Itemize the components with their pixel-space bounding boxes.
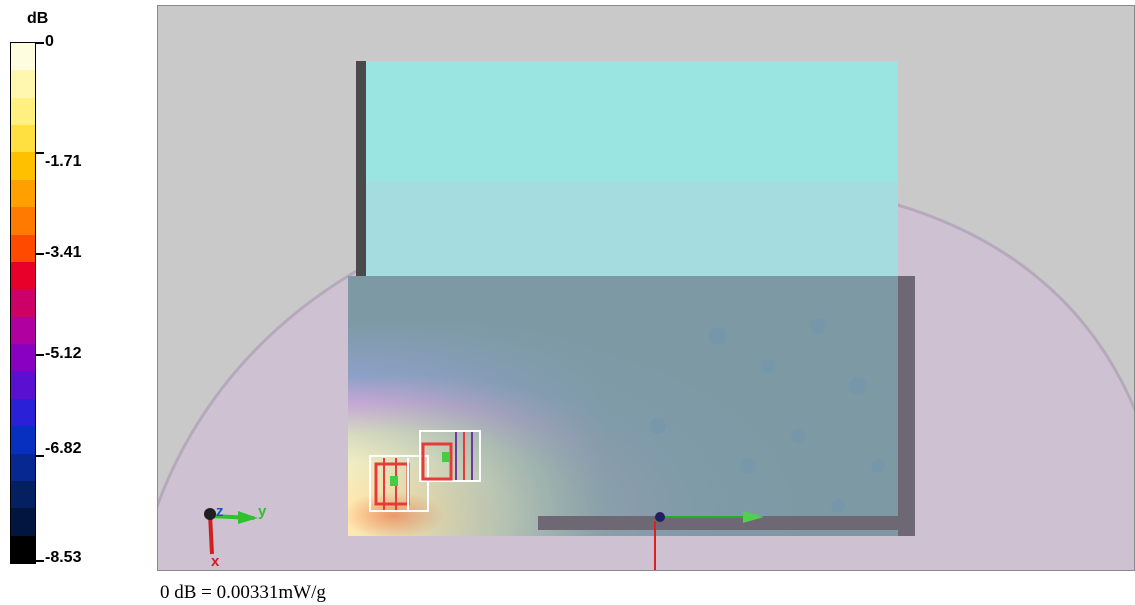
zoom-grid-2-inner [421,442,453,481]
zoom-grid-1 [369,455,429,512]
colorbar-cell [11,97,35,126]
colorbar-cell [11,453,35,482]
probe-indicator [654,511,764,570]
axis-origin [204,508,216,520]
tick-mark [36,560,44,562]
tick-label-4: -6.82 [45,440,82,457]
colorbar-cell [11,70,35,99]
reference-note: 0 dB = 0.00331mW/g [160,582,326,603]
colorbar-cell [11,261,35,290]
tick-label-1: -1.71 [45,153,82,170]
zoom-grid-2 [419,430,481,482]
sar-scan-fade [348,276,915,536]
blob [791,429,805,443]
blob [871,459,885,473]
x-axis-line [208,513,214,555]
colorbar-cell [11,179,35,208]
colorbar-legend: dB 0 -1.71 -3.41 -5.12 -6.82 -8.53 [0,0,150,580]
colorbar-cell [11,398,35,427]
zoom-scan-grids [369,430,481,512]
colorbar-cell [11,207,35,236]
blob [709,327,727,345]
blob [849,377,867,395]
tick-mark [36,455,44,457]
colorbar-cell [11,152,35,181]
tick-label-5: -8.53 [45,549,82,566]
colorbar-cell [11,344,35,372]
colorbar-cell [11,535,35,564]
zoom-center-1 [390,476,398,486]
tick-label-2: -3.41 [45,244,82,261]
blob [650,418,666,434]
tick-mark [36,152,44,154]
tick-mark [36,253,44,255]
colorbar [10,42,36,564]
axis-label-x: x [211,553,220,570]
probe-arrowhead [743,511,764,523]
3d-view[interactable]: z y x [157,5,1135,571]
colorbar-cell [11,289,35,318]
blob [831,499,845,513]
colorbar-cell [11,316,35,345]
sar-blobs [650,318,885,513]
y-axis-arrow [238,511,258,524]
cyan-panel-overlap [363,181,898,281]
colorbar-cell [11,125,35,153]
colorbar-cell [11,508,35,537]
right-edge-bar [898,276,915,536]
colorbar-cell [11,371,35,400]
scene-svg: z y x [158,6,1134,570]
axis-label-z: z [216,503,224,520]
bottom-edge-bar [538,516,915,530]
axis-triad: z y x [204,503,267,570]
blob [761,359,775,373]
tick-mark [36,42,44,44]
tick-label-0: 0 [45,33,54,50]
blob [810,318,826,334]
legend-title: dB [27,10,49,27]
axis-label-y: y [258,503,267,520]
probe-dot [655,512,665,522]
colorbar-cell [11,43,35,71]
colorbar-cell [11,234,35,263]
colorbar-cell [11,480,35,509]
tick-label-3: -5.12 [45,345,82,362]
tick-mark [36,354,44,356]
colorbar-cell [11,426,35,455]
zoom-center-2 [442,452,450,462]
blob [740,458,756,474]
left-edge-bar [356,61,366,283]
